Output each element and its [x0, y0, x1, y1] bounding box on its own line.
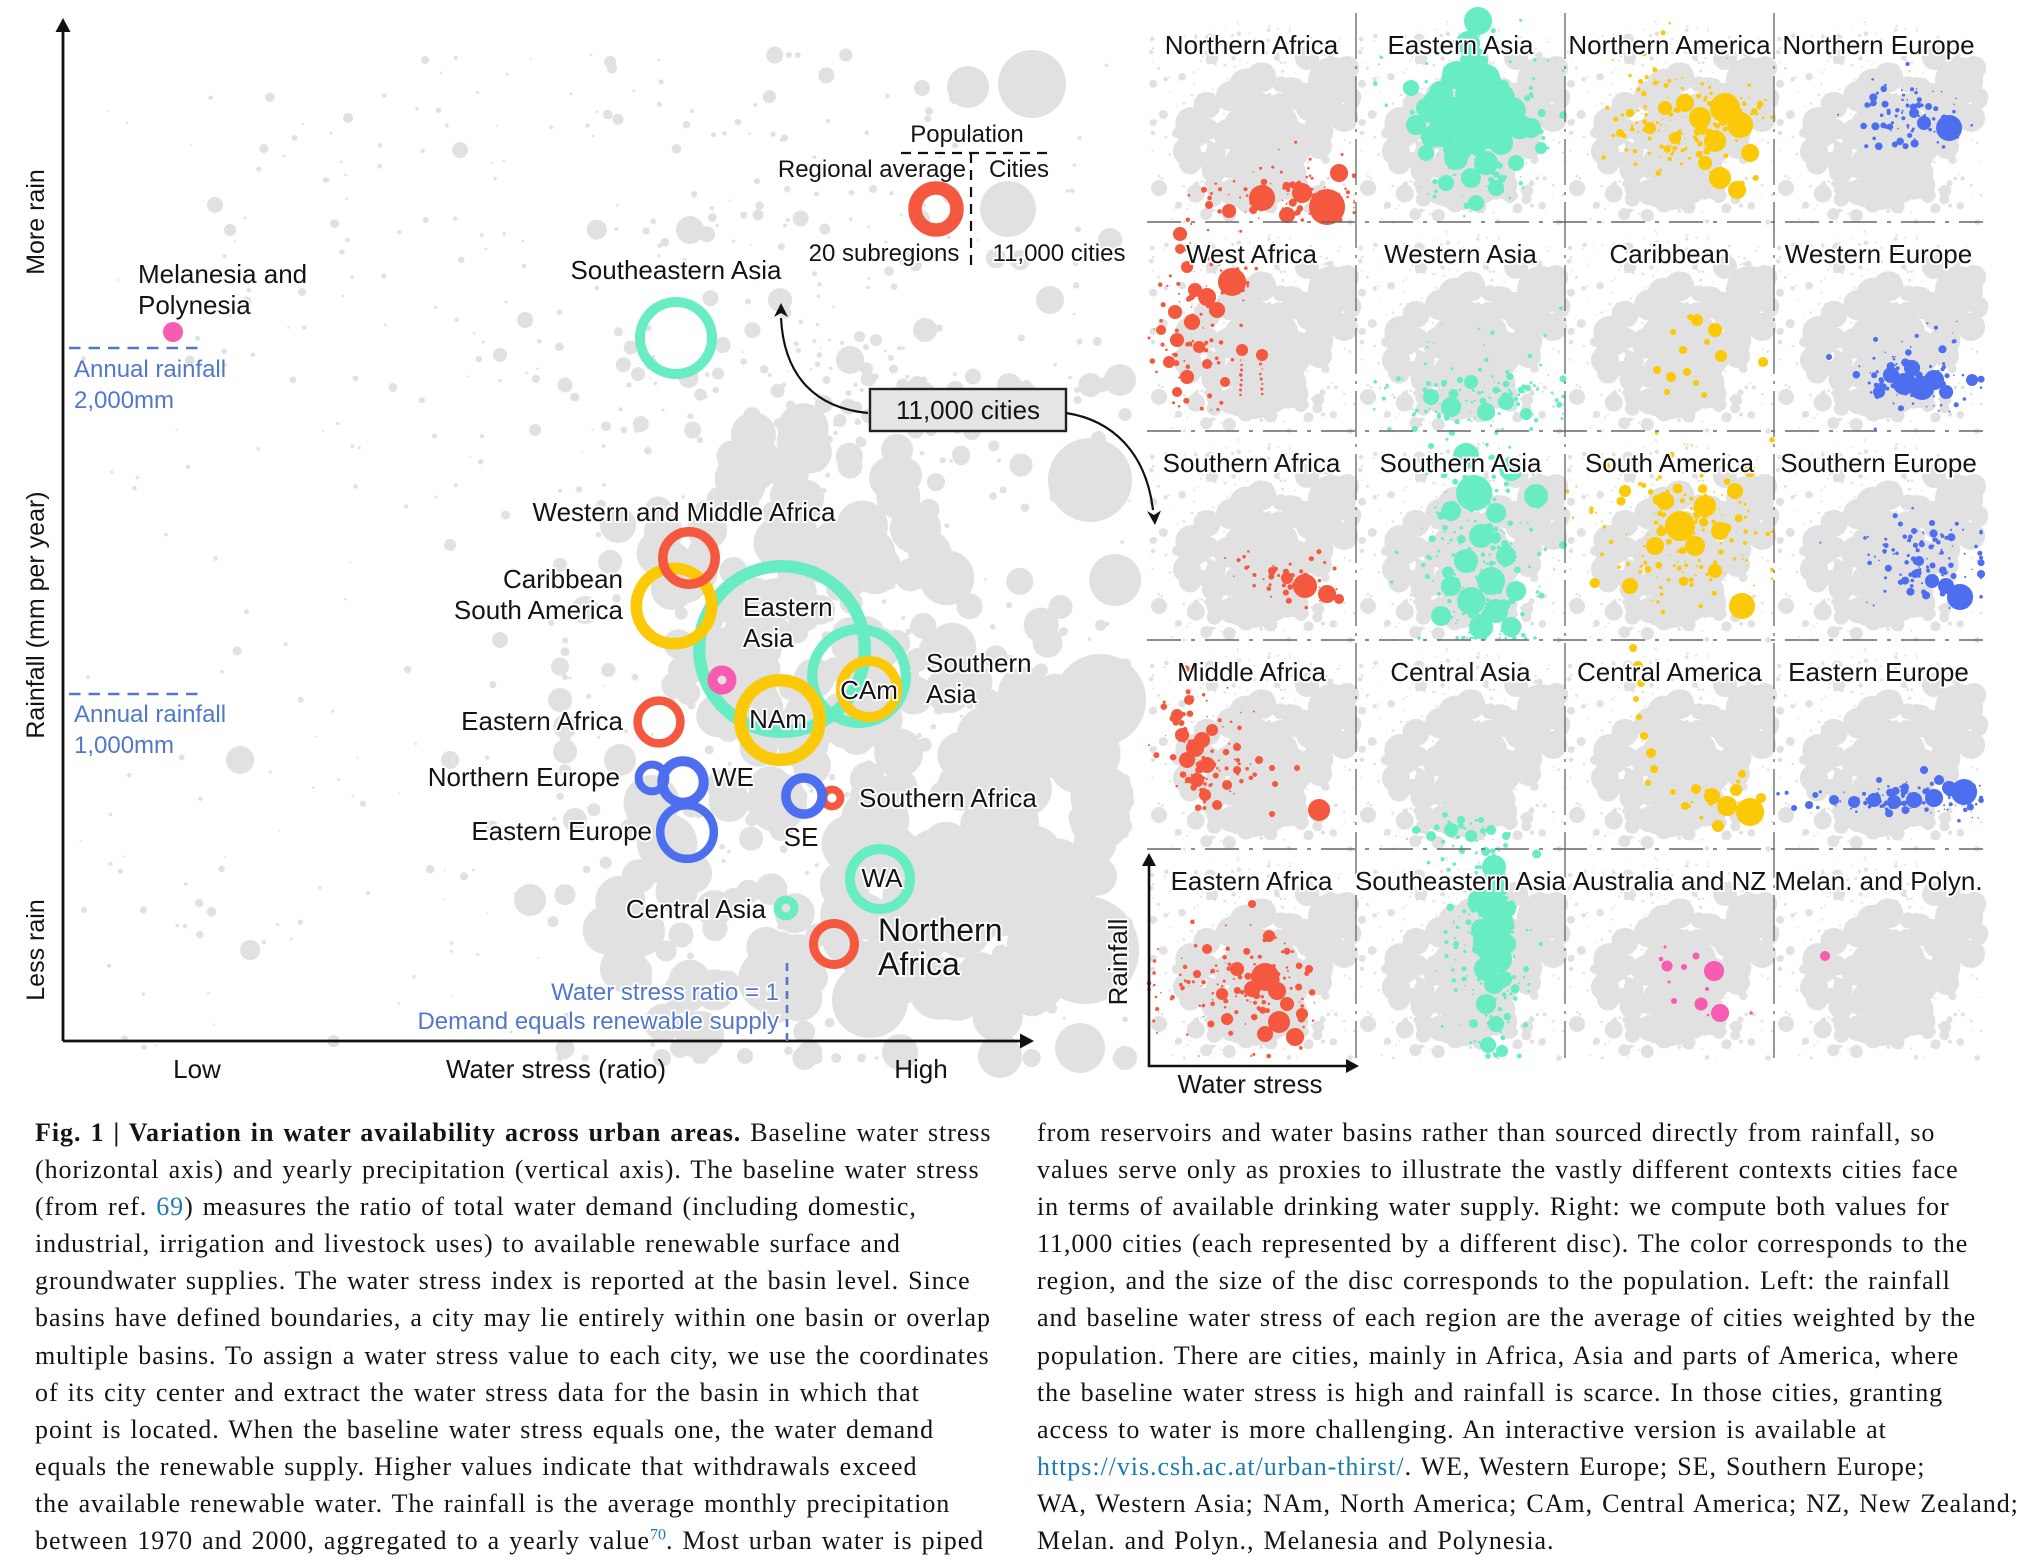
svg-text:Water stress: Water stress: [1178, 1069, 1323, 1099]
svg-text:Cities: Cities: [989, 156, 1049, 183]
svg-text:Caribbean: Caribbean: [503, 564, 623, 594]
svg-text:Melan. and Polyn.: Melan. and Polyn.: [1774, 866, 1982, 896]
svg-text:CAm: CAm: [840, 675, 898, 705]
svg-text:Southeastern Asia: Southeastern Asia: [1355, 866, 1567, 896]
svg-text:Asia: Asia: [743, 623, 794, 653]
svg-text:Eastern Africa: Eastern Africa: [461, 706, 623, 736]
svg-text:Water stress ratio = 1: Water stress ratio = 1: [551, 979, 779, 1006]
svg-text:Western Europe: Western Europe: [1785, 239, 1972, 269]
svg-text:Population: Population: [910, 121, 1023, 148]
svg-text:Northern Europe: Northern Europe: [428, 762, 620, 792]
svg-text:Less rain: Less rain: [22, 899, 50, 1000]
svg-text:Northern: Northern: [878, 912, 1003, 948]
svg-text:1,000mm: 1,000mm: [74, 732, 174, 759]
svg-text:Eastern Europe: Eastern Europe: [471, 816, 652, 846]
svg-text:Annual rainfall: Annual rainfall: [74, 356, 226, 383]
svg-text:Central America: Central America: [1577, 657, 1762, 687]
svg-text:20 subregions: 20 subregions: [809, 240, 960, 267]
svg-text:Eastern Africa: Eastern Africa: [1171, 866, 1333, 896]
svg-text:South America: South America: [454, 595, 624, 625]
svg-text:Australia and NZ: Australia and NZ: [1573, 866, 1767, 896]
svg-text:Northern America: Northern America: [1568, 30, 1771, 60]
svg-text:11,000 cities: 11,000 cities: [896, 395, 1040, 425]
svg-text:Central Asia: Central Asia: [1390, 657, 1531, 687]
svg-text:Polynesia: Polynesia: [138, 290, 251, 320]
svg-text:Central Asia: Central Asia: [626, 894, 767, 924]
svg-text:Western and Middle Africa: Western and Middle Africa: [533, 497, 837, 527]
svg-text:Southern Europe: Southern Europe: [1780, 448, 1977, 478]
svg-text:Southern: Southern: [926, 648, 1032, 678]
svg-text:Eastern Europe: Eastern Europe: [1788, 657, 1969, 687]
svg-text:High: High: [894, 1054, 947, 1084]
svg-text:Northern Europe: Northern Europe: [1782, 30, 1974, 60]
svg-text:Asia: Asia: [926, 679, 977, 709]
svg-text:Middle Africa: Middle Africa: [1177, 657, 1326, 687]
svg-text:WA: WA: [862, 863, 904, 893]
svg-text:South America: South America: [1585, 448, 1755, 478]
svg-text:11,000 cities: 11,000 cities: [993, 240, 1126, 267]
svg-text:Rainfall: Rainfall: [1103, 919, 1133, 1006]
svg-text:Rainfall (mm per year): Rainfall (mm per year): [22, 491, 50, 738]
svg-text:Melanesia and: Melanesia and: [138, 259, 307, 289]
svg-text:Eastern Asia: Eastern Asia: [1388, 30, 1535, 60]
svg-text:West Africa: West Africa: [1186, 239, 1318, 269]
svg-text:Africa: Africa: [878, 946, 960, 982]
svg-text:Northern Africa: Northern Africa: [1165, 30, 1339, 60]
svg-text:Water stress (ratio): Water stress (ratio): [446, 1054, 666, 1084]
svg-text:SE: SE: [784, 822, 819, 852]
svg-text:WE: WE: [712, 762, 754, 792]
svg-text:Caribbean: Caribbean: [1610, 239, 1730, 269]
svg-text:More rain: More rain: [22, 169, 50, 275]
svg-text:2,000mm: 2,000mm: [74, 387, 174, 414]
svg-text:NAm: NAm: [749, 704, 807, 734]
svg-text:Southern Africa: Southern Africa: [1163, 448, 1341, 478]
svg-text:Annual rainfall: Annual rainfall: [74, 701, 226, 728]
svg-text:Low: Low: [173, 1054, 221, 1084]
svg-text:Demand equals renewable supply: Demand equals renewable supply: [417, 1008, 779, 1035]
svg-text:Western Asia: Western Asia: [1384, 239, 1537, 269]
svg-text:Regional average: Regional average: [778, 156, 966, 183]
svg-text:Southern Asia: Southern Asia: [1380, 448, 1542, 478]
svg-text:Southern Africa: Southern Africa: [859, 783, 1037, 813]
svg-text:Southeastern Asia: Southeastern Asia: [570, 255, 782, 285]
svg-text:Eastern: Eastern: [743, 592, 833, 622]
